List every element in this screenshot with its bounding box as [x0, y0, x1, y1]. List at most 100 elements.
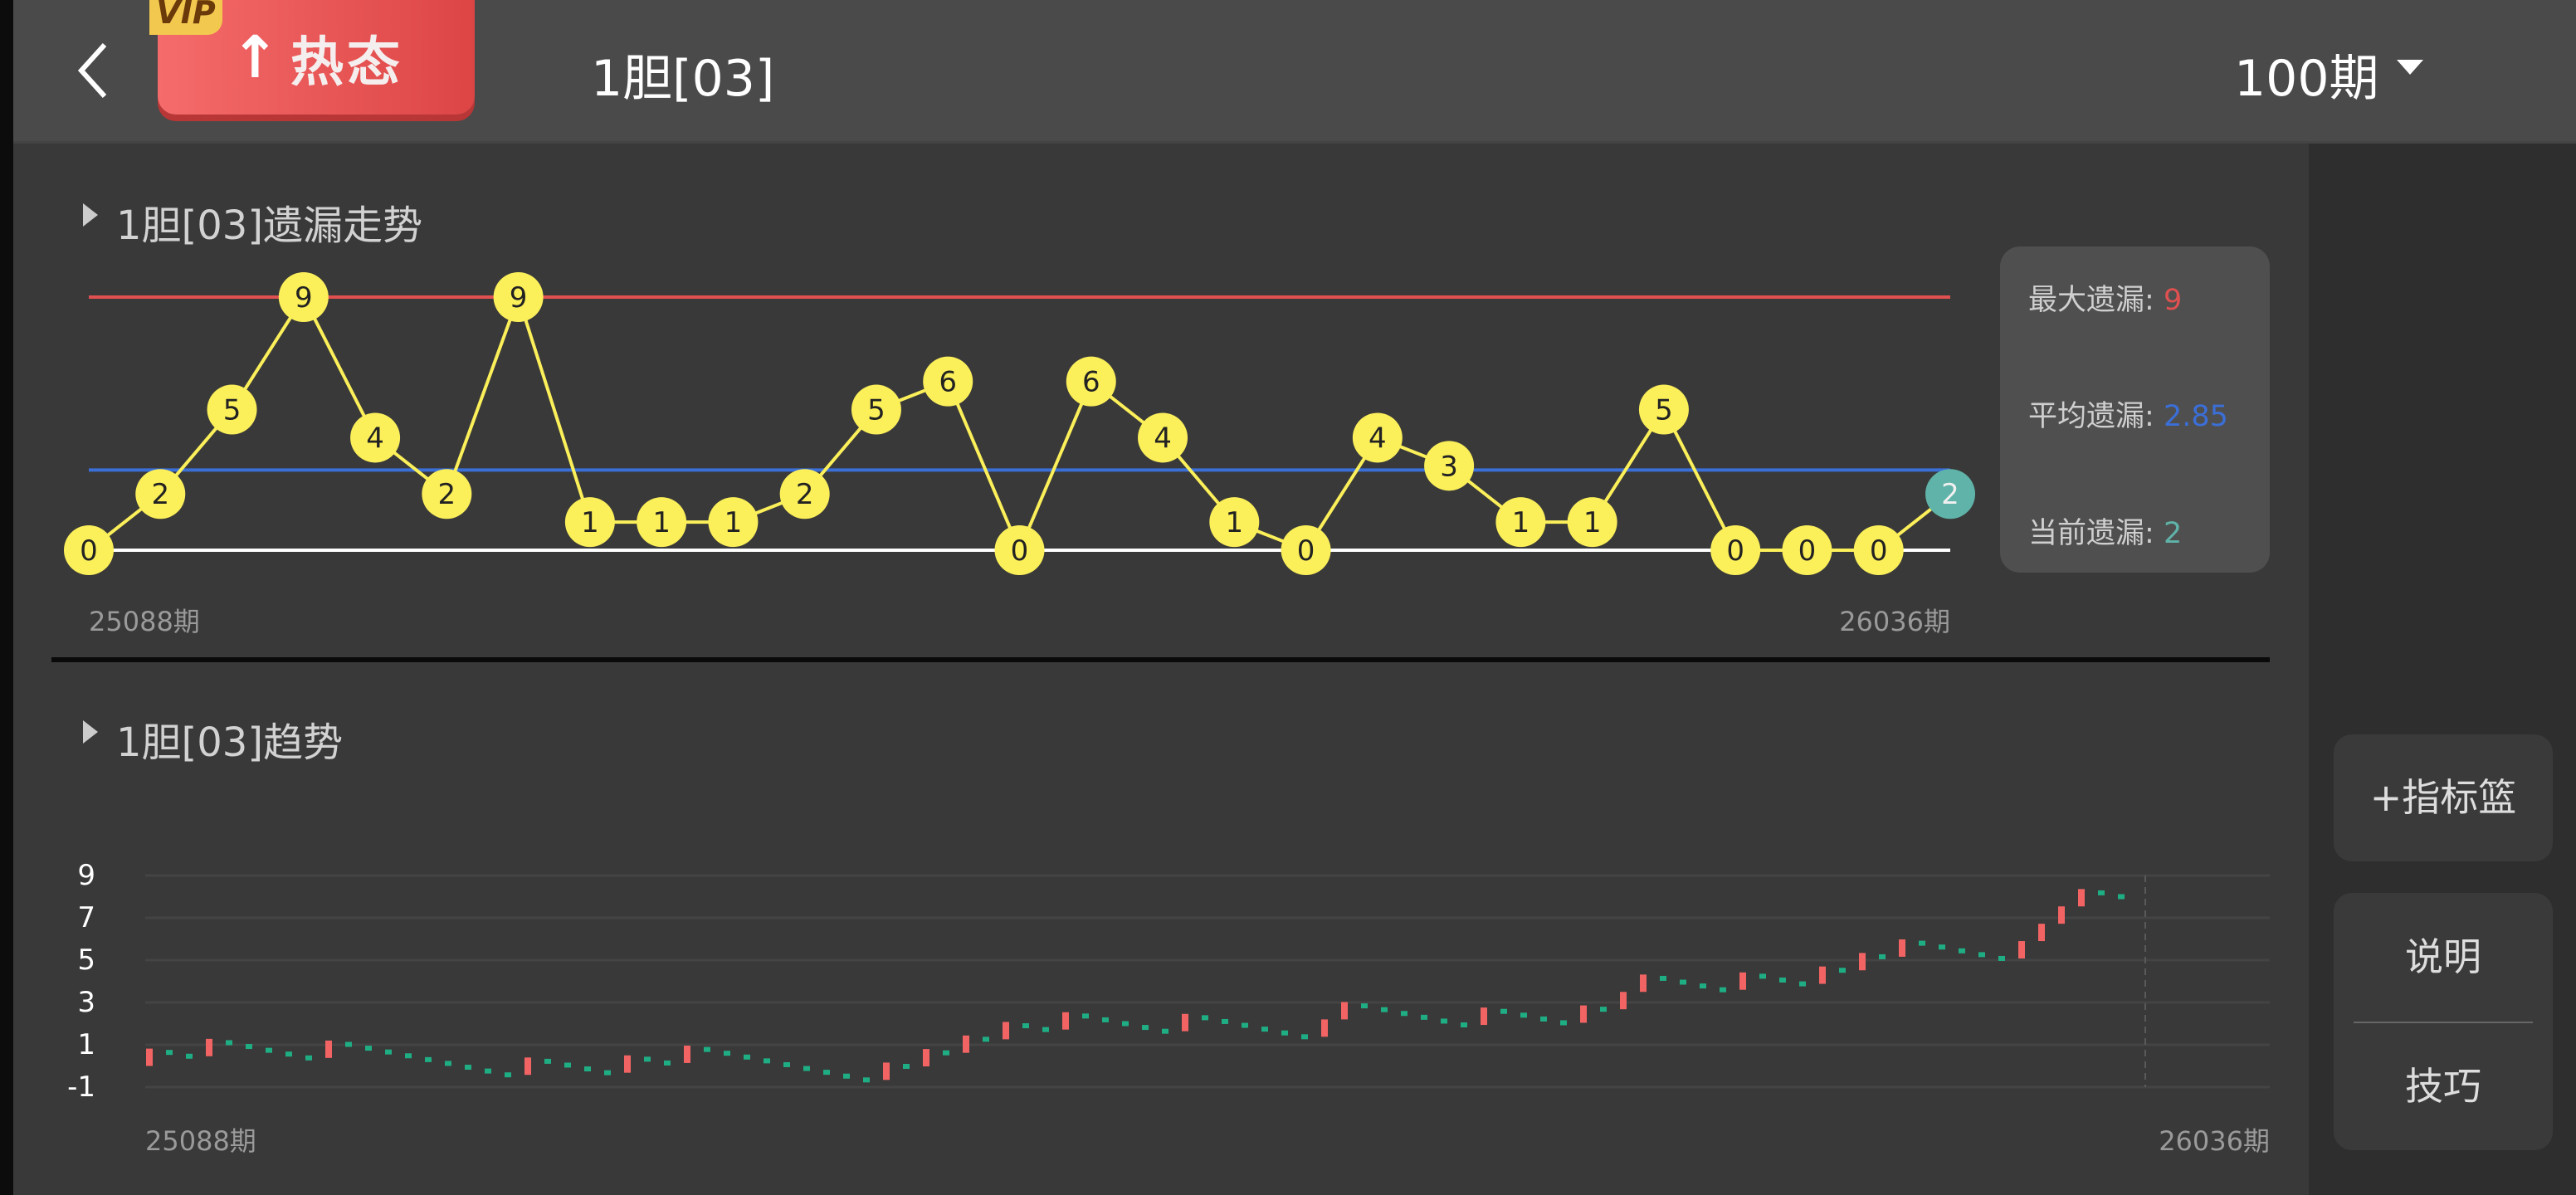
miss-dot — [365, 1046, 372, 1051]
miss-dot — [2098, 890, 2105, 895]
trend-section-title: 1胆[03]趋势 — [116, 719, 344, 766]
omission-point — [1281, 525, 1331, 575]
miss-dot — [1142, 1025, 1149, 1031]
avg-omission-stat: 平均遗漏: 2.85 — [2028, 393, 2228, 435]
section-divider — [51, 657, 2270, 662]
miss-dot — [1998, 955, 2005, 961]
miss-dot — [1939, 944, 1945, 950]
add-indicator-label: +指标篮 — [2369, 775, 2517, 820]
omission-section-title: 1胆[03]遗漏走势 — [116, 202, 423, 249]
miss-dot — [943, 1050, 949, 1056]
miss-dot — [1301, 1034, 1308, 1040]
hit-bar — [2018, 941, 2025, 958]
vip-badge: VIP — [149, 0, 222, 35]
expand-triangle-icon[interactable] — [83, 720, 98, 744]
hit-bar — [1062, 1012, 1069, 1030]
miss-dot — [1759, 973, 1766, 979]
omission-point-label: 2 — [796, 478, 814, 511]
y-tick-label: 7 — [77, 901, 95, 934]
miss-dot — [1779, 977, 1786, 983]
period-select[interactable]: 100期 — [2234, 50, 2379, 108]
hit-bar — [883, 1062, 890, 1080]
current-omission-label: 当前遗漏: — [2028, 517, 2154, 550]
miss-dot — [405, 1053, 412, 1059]
omission-point-label: 3 — [1440, 450, 1458, 483]
miss-dot — [1022, 1023, 1029, 1029]
miss-dot — [1959, 948, 1965, 954]
omission-point-label: 5 — [867, 394, 886, 427]
omission-point-label: 9 — [295, 281, 313, 315]
miss-dot — [1799, 981, 1806, 987]
hot-state-button[interactable]: VIP ↑ 热态 — [149, 0, 475, 115]
hit-bar — [524, 1057, 531, 1076]
back-chevron-icon[interactable] — [76, 41, 110, 100]
omission-point — [135, 469, 186, 519]
miss-dot — [345, 1041, 352, 1047]
miss-dot — [783, 1061, 790, 1067]
hit-bar — [1580, 1005, 1587, 1023]
omission-point-label: 1 — [1512, 506, 1530, 539]
hit-bar — [1341, 1002, 1348, 1020]
omission-point — [1925, 469, 1975, 519]
miss-dot — [1600, 1007, 1607, 1012]
miss-dot — [1401, 1011, 1408, 1017]
omission-point-label: 4 — [1368, 422, 1387, 455]
hit-bar — [923, 1049, 929, 1067]
miss-dot — [744, 1054, 750, 1060]
miss-dot — [1242, 1022, 1248, 1028]
miss-dot — [505, 1072, 511, 1078]
avg-omission-value: 2.85 — [2163, 400, 2228, 433]
omission-point — [564, 497, 615, 548]
omission-point — [1424, 441, 1475, 491]
hit-bar — [2058, 906, 2065, 924]
miss-dot — [465, 1065, 471, 1071]
tips-button[interactable]: 技巧 — [2405, 1064, 2481, 1109]
miss-dot — [644, 1056, 651, 1062]
explain-button[interactable]: 说明 — [2405, 934, 2481, 979]
miss-dot — [425, 1056, 432, 1062]
miss-dot — [1281, 1030, 1288, 1036]
omission-point-label: 0 — [1297, 534, 1315, 568]
miss-dot — [724, 1051, 730, 1056]
add-indicator-button[interactable]: +指标篮 — [2334, 734, 2553, 861]
miss-dot — [1700, 983, 1706, 989]
hit-bar — [1620, 992, 1627, 1010]
omission-chart: 0 2 5 9 4 2 9 1 1 1 2 5 6 0 6 4 1 0 4 3 1 1 5 0 0 0 2 — [64, 272, 1975, 575]
avg-omission-label: 平均遗漏: — [2028, 400, 2154, 433]
max-omission-label: 最大遗漏: — [2028, 284, 2154, 317]
miss-dot — [983, 1036, 989, 1042]
omission-point-label: 6 — [939, 366, 957, 399]
omission-point-label: 2 — [438, 478, 456, 511]
omission-point — [422, 469, 472, 519]
miss-dot — [1919, 940, 1925, 946]
miss-dot — [544, 1058, 551, 1064]
miss-dot — [1879, 954, 1886, 959]
miss-dot — [903, 1064, 910, 1070]
miss-dot — [485, 1068, 491, 1074]
arrow-up-icon: ↑ — [231, 23, 280, 91]
miss-dot — [186, 1053, 193, 1059]
omission-point — [637, 497, 687, 548]
omission-point-label: 2 — [151, 478, 169, 511]
miss-dot — [1660, 975, 1666, 981]
caret-down-icon[interactable] — [2397, 60, 2423, 75]
hit-bar — [1859, 953, 1866, 971]
miss-dot — [1540, 1016, 1547, 1022]
miss-dot — [246, 1044, 252, 1050]
miss-dot — [1520, 1012, 1527, 1018]
y-tick-label: -1 — [67, 1071, 95, 1104]
omission-point — [64, 525, 114, 575]
omission-point — [708, 497, 759, 548]
omission-x-end-label: 26036期 — [1839, 606, 1950, 637]
omission-point — [1352, 412, 1403, 463]
expand-triangle-icon[interactable] — [83, 203, 98, 227]
miss-dot — [803, 1066, 810, 1071]
omission-point-label: 1 — [724, 506, 743, 539]
hit-bar — [1182, 1013, 1188, 1032]
y-tick-label: 5 — [77, 944, 95, 977]
miss-dot — [1122, 1021, 1129, 1027]
miss-dot — [1421, 1014, 1427, 1020]
omission-point-label: 0 — [80, 534, 98, 568]
trend-x-end-label: 26036期 — [2159, 1125, 2270, 1157]
hit-bar — [1819, 966, 1826, 984]
